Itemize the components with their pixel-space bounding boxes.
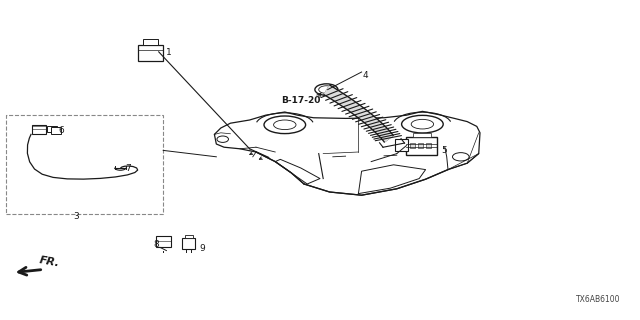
Text: B-17-20: B-17-20 (282, 96, 321, 105)
Bar (138, 45, 163, 61)
Bar (47, 126, 57, 132)
Text: TX6AB6100: TX6AB6100 (576, 295, 621, 304)
Text: 7: 7 (125, 164, 131, 173)
Text: 4: 4 (362, 71, 368, 80)
Bar (6, 115, 163, 214)
Text: 8: 8 (154, 240, 159, 249)
Text: 1: 1 (166, 48, 172, 57)
Text: 3: 3 (74, 212, 79, 221)
Bar (426, 143, 431, 148)
Text: FR.: FR. (38, 255, 61, 268)
Text: 6: 6 (58, 126, 64, 135)
Bar (395, 139, 408, 151)
Circle shape (315, 84, 338, 95)
Bar (185, 235, 193, 238)
Bar (143, 39, 158, 45)
Bar (410, 143, 415, 148)
Text: 9: 9 (200, 244, 205, 253)
Bar (418, 143, 423, 148)
Bar (32, 125, 46, 134)
Bar (182, 238, 195, 249)
Bar (51, 127, 61, 134)
Bar (413, 133, 431, 137)
Bar (406, 137, 437, 155)
Text: 5: 5 (442, 146, 447, 155)
Bar (156, 236, 171, 247)
